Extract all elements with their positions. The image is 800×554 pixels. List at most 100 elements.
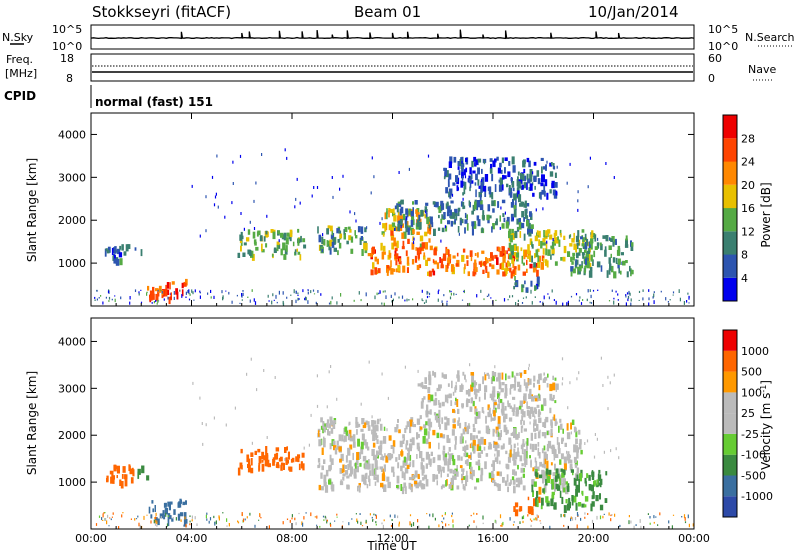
power-cell: [327, 225, 331, 229]
power-cell: [438, 214, 440, 219]
power-cell: [397, 223, 400, 232]
velocity-cell: [425, 410, 428, 416]
power-cell: [303, 244, 307, 249]
power-speckle-cell: [129, 296, 131, 300]
velocity-cell: [530, 460, 532, 468]
power-cell: [502, 174, 505, 180]
power-cell: [151, 293, 155, 300]
power-cell: [412, 236, 415, 241]
velocity-cell: [470, 452, 472, 460]
velocity-cell: [279, 456, 283, 462]
power-speckle-cell: [669, 299, 671, 301]
velocity-cell: [540, 404, 544, 411]
velocity-cell: [302, 463, 305, 471]
velocity-speckle-cell: [522, 520, 524, 524]
power-cell: [466, 260, 469, 266]
velocity-cell: [519, 384, 522, 393]
power-speckle-cell: [528, 178, 530, 182]
velocity-cell: [413, 424, 416, 428]
x-tick-6: 00:00: [678, 532, 710, 545]
velocity-speckle-cell: [517, 442, 519, 446]
power-speckle-cell: [444, 225, 446, 229]
velocity-cell: [515, 433, 519, 440]
power-cell: [580, 236, 583, 240]
power-cell: [517, 171, 520, 176]
velocity-cell: [504, 413, 508, 419]
velocity-cell: [452, 418, 455, 423]
velocity-cell: [581, 503, 585, 508]
velocity-cell: [552, 416, 555, 421]
power-cell: [575, 259, 579, 265]
power-speckle-cell: [293, 289, 295, 294]
velocity-cell: [534, 469, 536, 476]
velocity-speckle-cell: [409, 514, 412, 517]
velocity-cell: [412, 460, 415, 468]
velocity-cell: [547, 440, 552, 449]
velocity-cell: [498, 376, 501, 384]
velocity-cell: [442, 466, 444, 472]
power-speckle-cell: [378, 292, 380, 295]
power-cell: [355, 235, 358, 239]
power-speckle-cell: [490, 297, 492, 299]
power-cell: [576, 242, 580, 246]
power-cell: [529, 211, 532, 217]
power-speckle-cell: [217, 205, 219, 209]
power-cell: [410, 211, 414, 217]
power-speckle-cell: [642, 297, 644, 301]
power-speckle-cell: [313, 293, 316, 295]
power-cell: [447, 249, 450, 257]
velocity-cell: [513, 459, 517, 466]
velocity-cell: [301, 452, 305, 458]
power-speckle-cell: [499, 226, 501, 230]
power-cell: [471, 160, 474, 168]
power-cell: [521, 255, 524, 264]
power-speckle-cell: [383, 302, 385, 306]
velocity-cell: [137, 471, 140, 479]
velocity-cell: [451, 380, 453, 389]
velocity-cell: [515, 407, 519, 414]
velocity-speckle-cell: [410, 523, 413, 527]
power-cell: [484, 174, 489, 182]
velocity-speckle-cell: [539, 429, 541, 433]
power-speckle-cell: [582, 299, 584, 301]
velocity-cell: [390, 445, 394, 449]
velocity-cell: [113, 464, 116, 471]
velocity-speckle-cell: [189, 520, 191, 523]
velocity-cell: [428, 374, 432, 381]
velocity-cell: [261, 459, 264, 463]
power-speckle-cell: [98, 297, 100, 299]
velocity-speckle-cell: [105, 518, 107, 521]
power-speckle-cell: [228, 291, 230, 295]
velocity-speckle-cell: [602, 384, 604, 387]
velocity-cell: [533, 481, 537, 487]
velocity-cell: [556, 485, 561, 491]
power-cell: [418, 214, 421, 222]
velocity-cell: [457, 408, 460, 414]
power-speckle-cell: [316, 186, 319, 189]
velocity-cell: [544, 453, 548, 460]
power-speckle-cell: [532, 171, 534, 175]
power-region-6: [394, 198, 534, 236]
power-cell: [578, 248, 582, 253]
power-cell: [479, 200, 483, 208]
velocity-colorbar-swatch: [723, 433, 737, 455]
velocity-cell: [474, 416, 478, 424]
power-cell: [427, 219, 432, 226]
velocity-speckle-cell: [382, 524, 384, 529]
power-cell: [433, 203, 437, 207]
power-speckle: [94, 148, 690, 307]
power-speckle-cell: [173, 291, 175, 295]
velocity-cell: [437, 465, 441, 472]
power-cell: [332, 237, 336, 245]
velocity-cell: [542, 378, 546, 383]
velocity-cell: [424, 377, 427, 384]
power-cell: [495, 218, 498, 225]
power-cell: [537, 178, 541, 185]
velocity-cell: [472, 450, 476, 454]
velocity-cell: [250, 452, 254, 457]
velocity-cell: [500, 445, 504, 450]
power-cell: [427, 226, 429, 234]
power-cell: [419, 247, 422, 255]
power-cell: [540, 191, 542, 200]
velocity-cell: [277, 464, 280, 469]
